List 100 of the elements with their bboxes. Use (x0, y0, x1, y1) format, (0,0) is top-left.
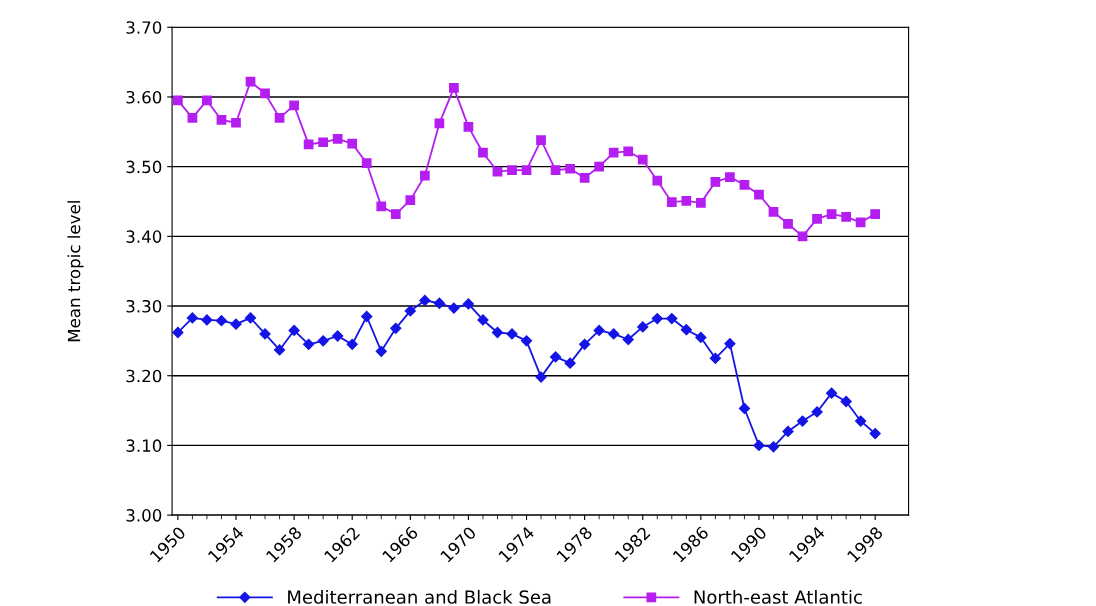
point (463, 122, 474, 132)
y-tick-label: 3.40 (126, 230, 162, 243)
legend-label: Mediterranean and Black Sea (288, 589, 551, 604)
point (332, 133, 343, 144)
point (186, 312, 199, 324)
point (260, 88, 270, 99)
y-axis-title: Mean tropic level (67, 201, 84, 342)
point (201, 314, 213, 326)
point (317, 335, 329, 347)
point (448, 302, 460, 314)
point (840, 395, 852, 408)
point (608, 147, 619, 158)
point (739, 179, 750, 190)
point (825, 387, 838, 399)
y-tick-label: 3.60 (126, 90, 162, 104)
point (259, 328, 271, 340)
y-tick-label: 3.70 (126, 21, 162, 34)
point (375, 345, 387, 357)
point (173, 95, 183, 106)
point (623, 146, 634, 157)
point (507, 165, 517, 175)
point (695, 331, 707, 343)
point (405, 195, 416, 205)
point (231, 117, 241, 128)
y-tick-label: 3.30 (126, 299, 162, 313)
point (449, 83, 459, 93)
point (390, 322, 402, 334)
point (725, 172, 735, 182)
point (289, 100, 299, 111)
point (536, 135, 546, 146)
point (811, 406, 823, 418)
point (855, 415, 867, 427)
point (347, 138, 358, 149)
point (870, 209, 881, 219)
point (681, 195, 692, 206)
point (172, 326, 184, 339)
point (332, 330, 344, 342)
point (230, 318, 242, 330)
point (376, 201, 387, 212)
point (550, 165, 561, 175)
point (521, 165, 532, 175)
point (754, 189, 764, 200)
point (666, 197, 677, 208)
point (783, 218, 793, 229)
legend-label: North-east Atlantic (694, 589, 862, 604)
point (288, 324, 300, 337)
point (404, 305, 416, 317)
point (579, 338, 591, 350)
point (680, 324, 692, 336)
point (608, 328, 620, 340)
point (797, 231, 808, 242)
point (244, 312, 257, 324)
point (346, 338, 358, 350)
point (768, 207, 779, 217)
point (274, 113, 285, 123)
y-tick-label: 3.50 (126, 160, 162, 174)
point (869, 427, 881, 440)
point (549, 351, 562, 363)
point (593, 324, 605, 337)
point (491, 326, 504, 339)
point (841, 211, 851, 222)
point (565, 163, 575, 174)
point (622, 333, 634, 346)
point (753, 439, 765, 452)
point (506, 328, 518, 340)
point (216, 115, 227, 125)
point (666, 312, 678, 325)
point (594, 161, 605, 172)
point (651, 312, 663, 325)
point (782, 425, 794, 438)
point (419, 294, 431, 307)
point (303, 139, 314, 150)
point (724, 338, 736, 350)
y-tick-label: 3.10 (126, 439, 162, 452)
point (738, 402, 751, 415)
point (318, 137, 329, 148)
point (710, 177, 721, 187)
point (855, 217, 866, 228)
point (579, 172, 590, 183)
point (564, 357, 576, 369)
point (520, 335, 533, 347)
point (273, 344, 286, 356)
point (202, 95, 212, 106)
point (637, 321, 649, 333)
point (215, 315, 228, 327)
point (361, 158, 372, 169)
point (535, 371, 547, 383)
point (462, 298, 475, 310)
point (637, 154, 648, 165)
y-tick-label: 3.20 (126, 369, 162, 383)
point (303, 338, 315, 350)
point (652, 175, 663, 186)
y-tick-label: 3.00 (126, 509, 162, 522)
point (433, 297, 445, 309)
point (390, 209, 401, 219)
point (709, 352, 721, 364)
point (419, 170, 430, 181)
point (695, 198, 706, 208)
point (478, 147, 488, 158)
point (812, 214, 822, 224)
